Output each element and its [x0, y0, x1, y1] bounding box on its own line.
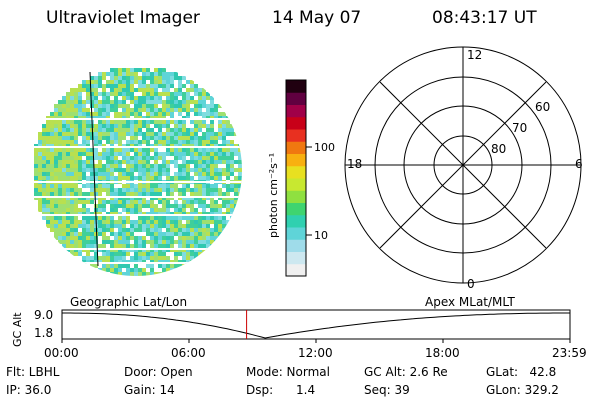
timeline-left-label: Geographic Lat/Lon: [70, 295, 188, 309]
status-filter: Flt: LBHL: [6, 365, 60, 379]
status-dsp: Dsp: 1.4: [246, 383, 316, 397]
polar-plot: [344, 46, 582, 284]
status-glat: GLat: 42.8: [486, 365, 557, 379]
timeline-right-label: Apex MLat/MLT: [425, 295, 515, 309]
header-time: 08:43:17 UT: [432, 8, 537, 28]
terminator-line: [89, 71, 99, 267]
mlt-label-18: 18: [347, 157, 362, 171]
uv-image-disk: [30, 64, 242, 276]
status-gc-alt: GC Alt: 2.6 Re: [364, 365, 448, 379]
mlt-label-6: 6: [575, 157, 583, 171]
header-date: 14 May 07: [272, 8, 362, 28]
lat-label-60: 60: [535, 100, 550, 114]
timeline-xtick-1800: 18:00: [425, 346, 460, 360]
lat-label-70: 70: [512, 121, 527, 135]
timeline-ytick-max: 9.0: [34, 308, 54, 322]
timeline-xtick-0000: 00:00: [44, 346, 79, 360]
lat-label-80: 80: [491, 142, 506, 156]
colorbar-tick-10: 10: [314, 229, 328, 242]
status-door: Door: Open: [124, 365, 193, 379]
instrument-title: Ultraviolet Imager: [46, 8, 200, 28]
status-seq: Seq: 39: [364, 383, 410, 397]
status-gain: Gain: 14: [124, 383, 175, 397]
timeline-y-label: GC Alt: [11, 312, 24, 347]
timeline-xtick-1200: 12:00: [298, 346, 333, 360]
status-mode: Mode: Normal: [246, 365, 330, 379]
colorbar-tick-100: 100: [314, 141, 335, 154]
altitude-timeline: GC Alt: [11, 309, 571, 347]
mlt-label-0: 0: [467, 277, 475, 291]
timeline-xtick-0600: 06:00: [171, 346, 206, 360]
mlt-label-12: 12: [467, 48, 482, 62]
timeline-ytick-min: 1.8: [34, 326, 54, 340]
colorbar-label: photon cm⁻²s⁻¹: [267, 153, 280, 238]
color-bar: 100 10 photon cm⁻²s⁻¹: [267, 79, 335, 277]
timeline-xtick-2359: 23:59: [552, 346, 587, 360]
status-ip: IP: 36.0: [6, 383, 52, 397]
status-glon: GLon: 329.2: [486, 383, 559, 397]
